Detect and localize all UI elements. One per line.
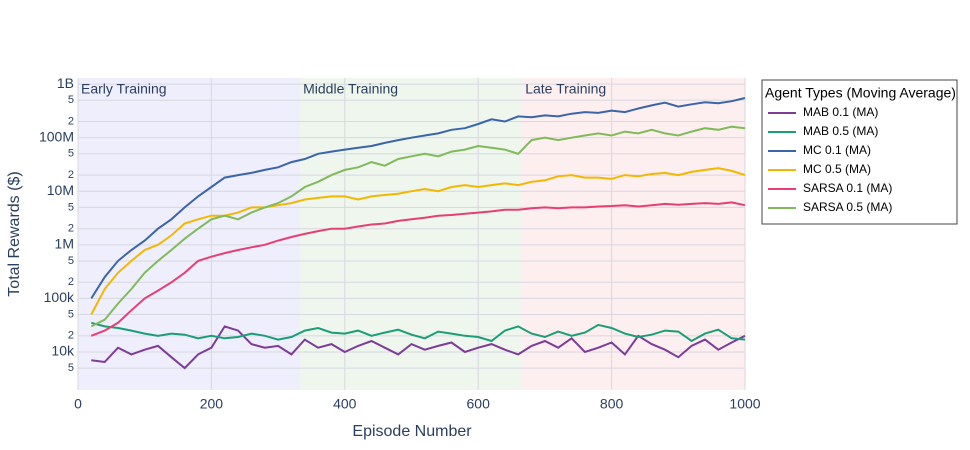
legend-title: Agent Types (Moving Average) — [765, 85, 956, 101]
y-tick-label: 100M — [39, 128, 74, 144]
series-line — [90, 97, 746, 299]
series-line — [90, 125, 746, 328]
x-axis-title: Episode Number — [352, 423, 472, 440]
plot-background — [77, 78, 746, 390]
region-label: Early Training — [81, 81, 167, 97]
region-label: Late Training — [525, 81, 606, 97]
series-line — [90, 167, 746, 315]
y-tick-label: 5 — [68, 362, 74, 374]
y-tick-label: 2 — [68, 115, 74, 127]
y-tick-label: 5 — [68, 94, 74, 106]
region — [78, 78, 301, 390]
legend-label: MC 0.5 (MA) — [803, 162, 871, 176]
y-tick-label: 2 — [68, 330, 74, 342]
region-label: Middle Training — [303, 81, 398, 97]
x-tick-label: 600 — [467, 396, 491, 412]
y-tick-label: 5 — [68, 308, 74, 320]
y-tick-label: 100k — [44, 289, 75, 305]
x-tick-label: 400 — [333, 396, 357, 412]
series-line — [91, 321, 746, 343]
y-tick-label: 2 — [68, 276, 74, 288]
y-tick-label: 1M — [55, 236, 74, 252]
legend-label: SARSA 0.5 (MA) — [803, 200, 892, 214]
legend-label: SARSA 0.1 (MA) — [803, 181, 892, 195]
x-tick-label: 200 — [200, 396, 224, 412]
x-tick-label: 800 — [600, 396, 624, 412]
x-tick-label: 1000 — [729, 396, 760, 412]
y-tick-label: 2 — [68, 169, 74, 181]
region — [522, 78, 745, 390]
y-tick-label: 5 — [68, 148, 74, 160]
y-tick-label: 5 — [68, 201, 74, 213]
y-axis-title: Total Rewards ($) — [6, 171, 23, 296]
y-tick-label: 10k — [51, 343, 75, 359]
legend-label: MC 0.1 (MA) — [803, 143, 871, 157]
legend-label: MAB 0.5 (MA) — [803, 124, 878, 138]
region — [300, 78, 523, 390]
legend-label: MAB 0.1 (MA) — [803, 105, 878, 119]
series-line — [91, 325, 746, 370]
y-tick-label: 10M — [47, 182, 74, 198]
y-tick-label: 5 — [68, 255, 74, 267]
x-tick-label: 0 — [74, 396, 82, 412]
series-line — [90, 201, 746, 337]
y-tick-label: 1B — [57, 75, 74, 91]
y-tick-label: 2 — [68, 223, 74, 235]
